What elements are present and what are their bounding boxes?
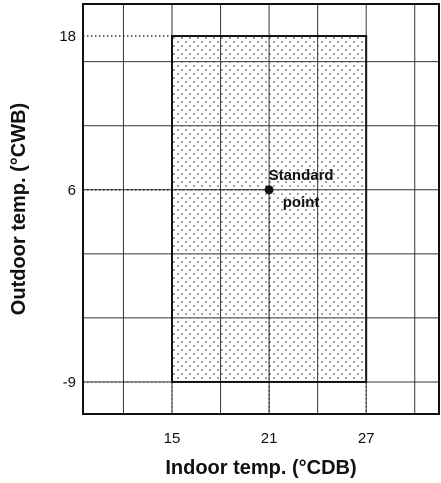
x-tick-label: 27 — [358, 430, 375, 447]
x-axis-title: Indoor temp. (°CDB) — [165, 457, 356, 479]
plot-frame — [82, 3, 440, 415]
y-tick-label: -9 — [63, 374, 76, 391]
standard-point-label: Standard — [269, 167, 334, 184]
y-tick-label: 18 — [59, 28, 76, 45]
y-tick-label: 6 — [68, 182, 76, 199]
data-points: Standard point — [83, 167, 334, 414]
x-tick-label: 15 — [164, 430, 181, 447]
y-axis-title: Outdoor temp. (°CWB) — [8, 103, 30, 315]
tick-labels: 15 21 27 18 6 -9 — [59, 28, 374, 447]
operating-range-region — [171, 35, 368, 383]
standard-point-label: point — [283, 194, 320, 211]
x-tick-label: 21 — [261, 430, 278, 447]
standard-point-marker — [264, 185, 274, 195]
